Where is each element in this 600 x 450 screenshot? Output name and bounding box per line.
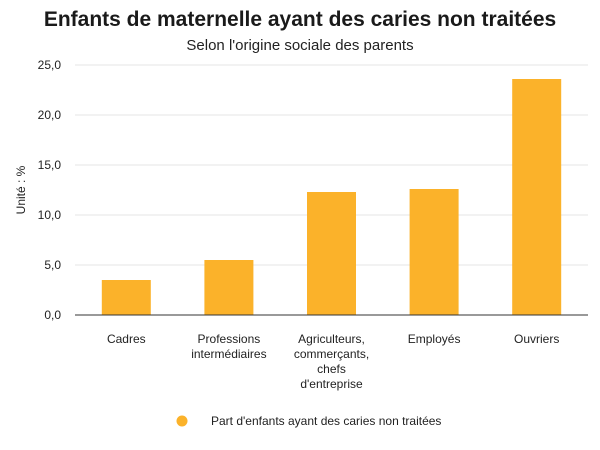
- y-tick-label: 5,0: [44, 258, 61, 272]
- y-tick-label: 0,0: [44, 308, 61, 322]
- y-tick-label: 25,0: [38, 58, 62, 72]
- y-axis-ticks: 0,0 5,0 10,0 15,0 20,0 25,0: [38, 58, 62, 322]
- bar: [204, 260, 254, 315]
- bar: [101, 280, 151, 315]
- y-tick-label: 10,0: [38, 208, 62, 222]
- bar: [512, 79, 562, 315]
- x-category-label: Cadres: [107, 332, 146, 346]
- y-axis-label: Unité : %: [14, 165, 28, 214]
- y-tick-label: 15,0: [38, 158, 62, 172]
- bar: [409, 189, 459, 315]
- chart-title: Enfants de maternelle ayant des caries n…: [44, 8, 556, 31]
- bars: [101, 79, 562, 315]
- chart-subtitle: Selon l'origine sociale des parents: [186, 37, 413, 54]
- x-category-label: Agriculteurs, commerçants, chefs d'entrepri…: [294, 332, 369, 391]
- x-category-label: Ouvriers: [514, 332, 559, 346]
- y-tick-label: 20,0: [38, 108, 62, 122]
- x-category-label: Employés: [408, 332, 461, 346]
- gridlines: [75, 64, 588, 266]
- x-category-label: Professions intermédiaires: [191, 332, 266, 361]
- legend-marker: [176, 415, 188, 427]
- legend: Part d'enfants ayant des caries non trai…: [176, 414, 441, 428]
- x-axis-categories: Cadres Professions intermédiaires Agriculte…: [107, 332, 559, 391]
- bar: [307, 192, 356, 315]
- legend-label: Part d'enfants ayant des caries non trai…: [211, 414, 441, 428]
